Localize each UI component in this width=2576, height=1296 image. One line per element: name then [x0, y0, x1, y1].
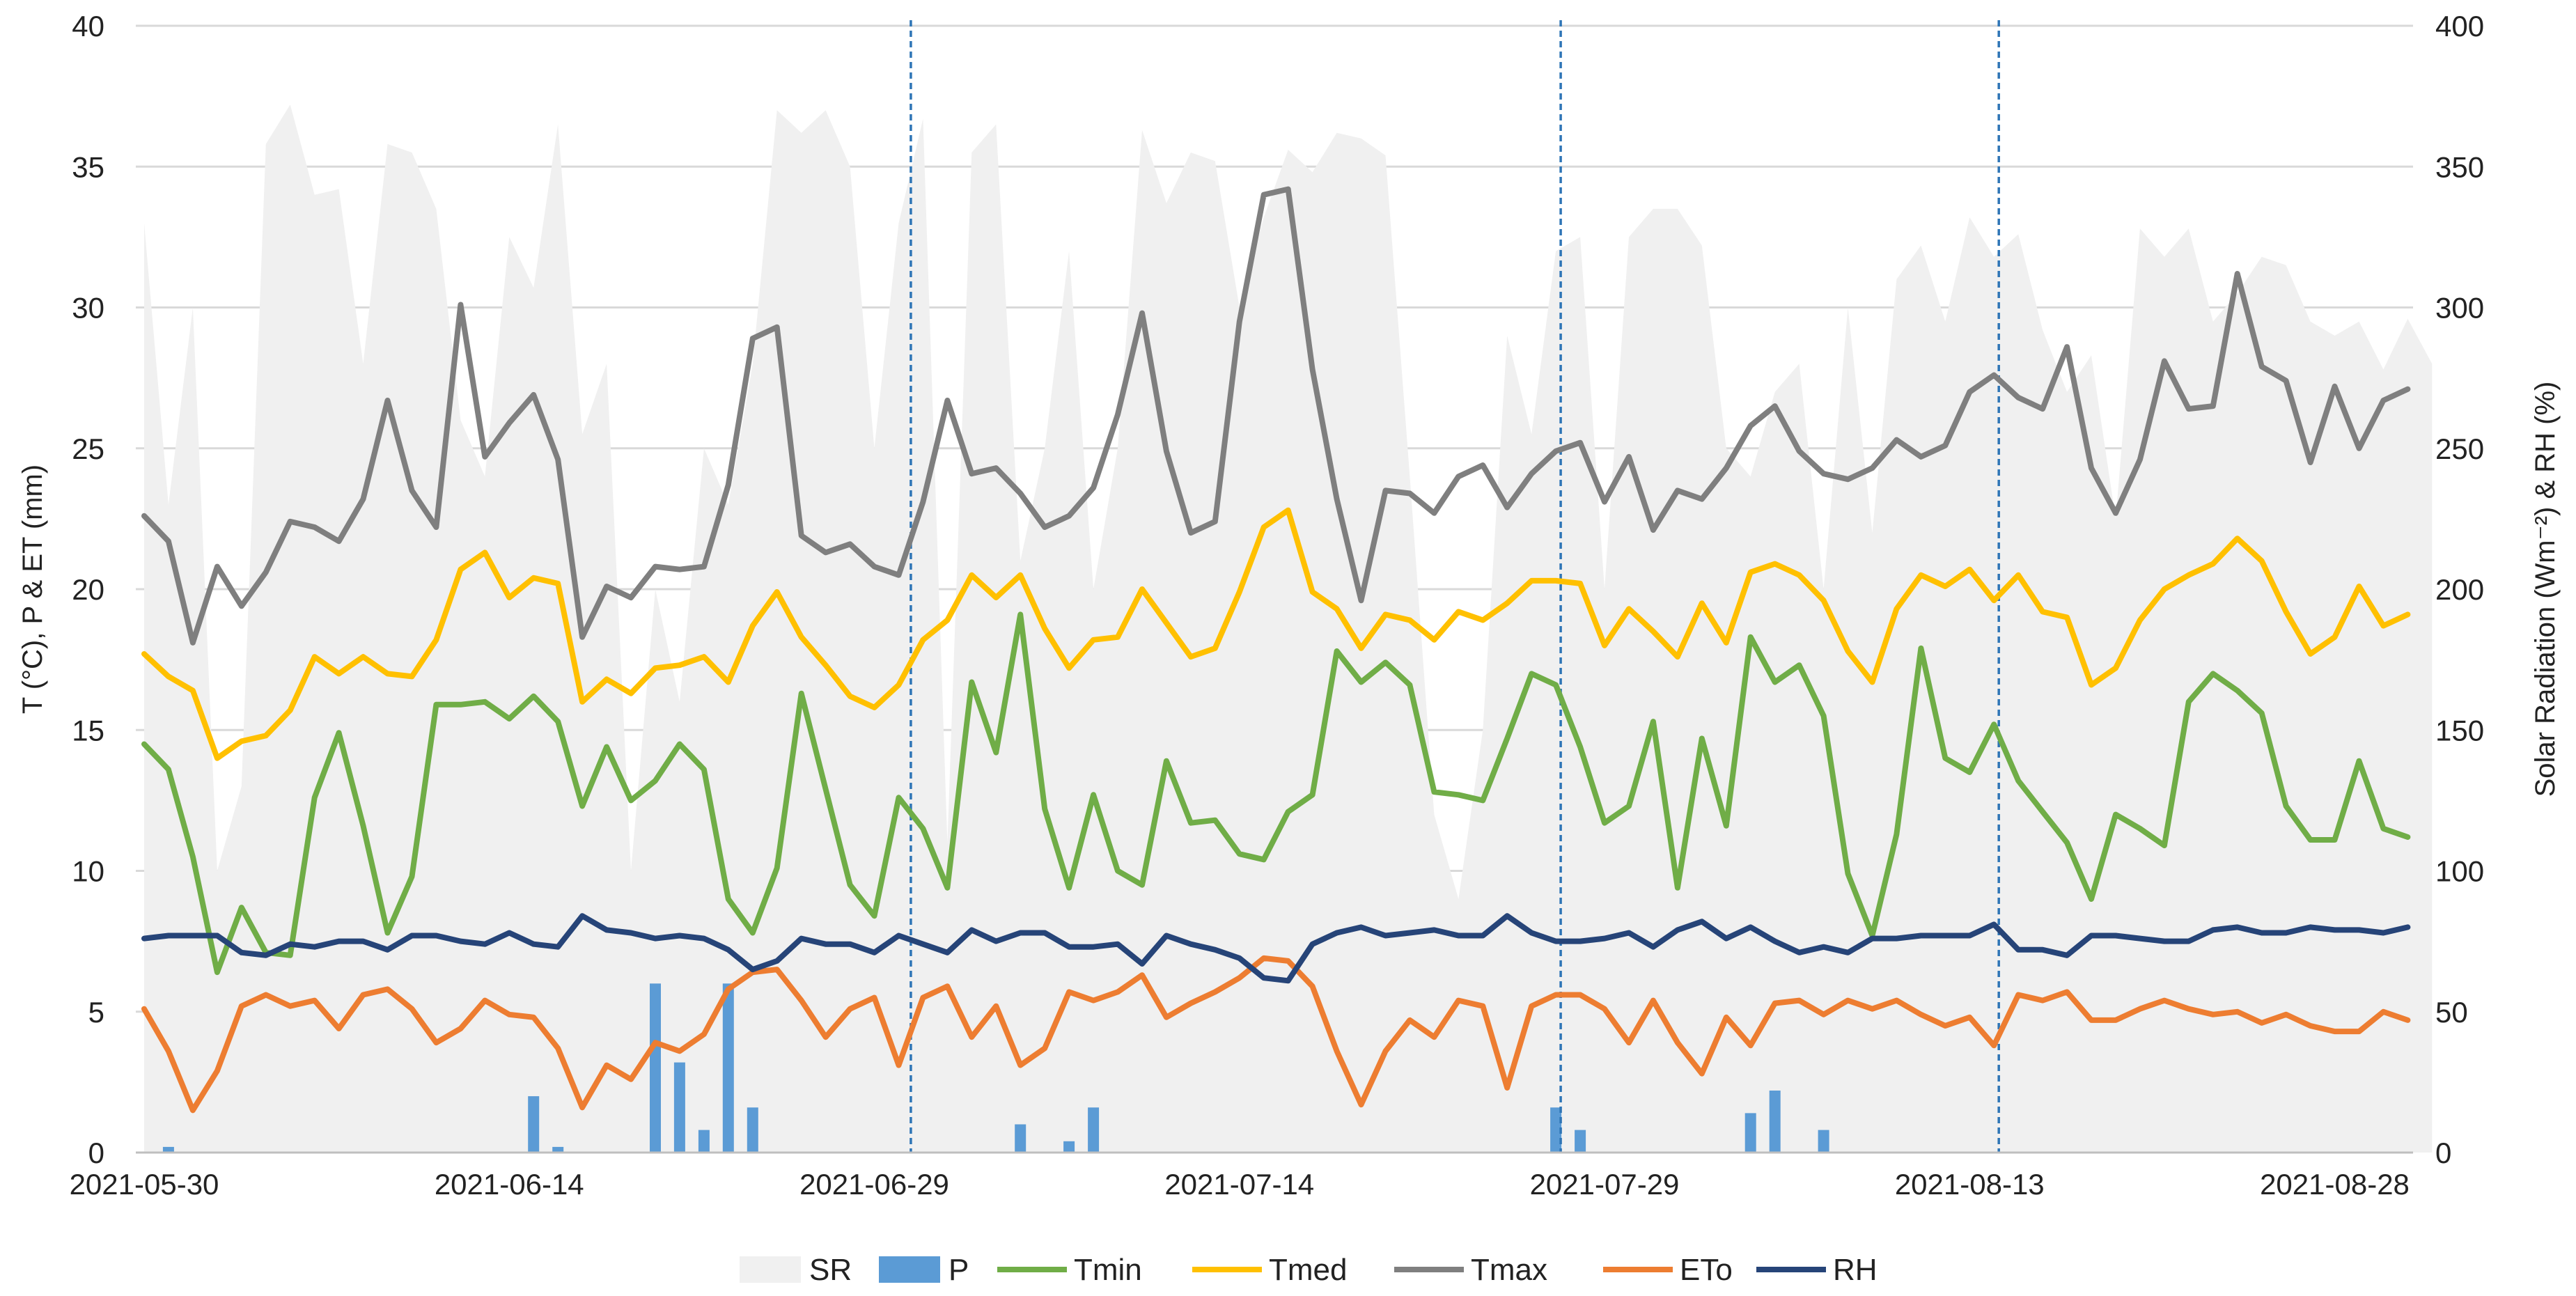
- legend-label-p: P: [949, 1253, 969, 1287]
- y-left-tick-5: 25: [72, 432, 104, 465]
- sr-area: [144, 104, 2433, 1153]
- p-bar-day-17: [552, 1146, 564, 1153]
- series-lines: [141, 186, 2411, 1114]
- p-bar-day-58: [1550, 1107, 1562, 1153]
- legend-item-eto: ETo: [1603, 1253, 1733, 1287]
- p-bar-day-69: [1818, 1130, 1829, 1153]
- vertical-markers: [910, 20, 2000, 1153]
- y-right-tick-4: 200: [2435, 573, 2484, 606]
- p-bar-day-1: [162, 1146, 174, 1153]
- legend-label-rh: RH: [1833, 1253, 1878, 1287]
- y-right-tick-8: 400: [2435, 10, 2484, 42]
- x-tick-1: 2021-06-14: [435, 1168, 584, 1201]
- p-bar-day-59: [1575, 1130, 1586, 1153]
- tmax-line: [141, 186, 2411, 646]
- legend-label-eto: ETo: [1680, 1253, 1733, 1287]
- y-right-tick-3: 150: [2435, 714, 2484, 747]
- legend-label-tmin: Tmin: [1074, 1253, 1142, 1287]
- p-bar-day-21: [650, 983, 661, 1153]
- x-tick-3: 2021-07-14: [1164, 1168, 1314, 1201]
- y-right-tick-1: 50: [2435, 996, 2468, 1029]
- p-bar-day-16: [528, 1096, 540, 1153]
- y-right-axis-title: Solar Radiation (Wm⁻²) & RH (%): [2530, 382, 2561, 797]
- y-right-tick-5: 250: [2435, 432, 2484, 465]
- y-left-tick-1: 5: [88, 996, 104, 1029]
- y-left-tick-7: 35: [72, 150, 104, 183]
- legend-item-p: P: [879, 1253, 969, 1287]
- p-bar-day-66: [1744, 1113, 1756, 1153]
- p-bar-day-67: [1769, 1091, 1781, 1153]
- legend: SR P Tmin Tmed Tmax ETo RH: [740, 1253, 1878, 1287]
- y-left-tick-0: 0: [88, 1137, 104, 1169]
- x-tick-6: 2021-08-28: [2260, 1168, 2410, 1201]
- y-right-tick-6: 300: [2435, 292, 2484, 325]
- p-bar-day-24: [722, 983, 734, 1153]
- x-tick-0: 2021-05-30: [70, 1168, 219, 1201]
- y-left-tick-2: 10: [72, 855, 104, 888]
- tmed-line: [141, 507, 2411, 761]
- legend-item-tmed: Tmed: [1192, 1253, 1347, 1287]
- y-left-tick-8: 40: [72, 10, 104, 42]
- y-right-tick-7: 350: [2435, 150, 2484, 183]
- p-bar-day-38: [1063, 1141, 1075, 1153]
- legend-label-tmed: Tmed: [1269, 1253, 1347, 1287]
- p-bar-day-36: [1015, 1124, 1027, 1153]
- y-right-tick-2: 100: [2435, 855, 2484, 888]
- rh-line: [141, 913, 2411, 984]
- y-left-tick-6: 30: [72, 292, 104, 325]
- y-left-tick-4: 20: [72, 573, 104, 606]
- legend-swatch-p: [879, 1256, 940, 1283]
- legend-swatch-sr: [740, 1256, 801, 1283]
- precipitation-bars: [162, 983, 1829, 1153]
- p-bar-day-25: [747, 1107, 758, 1153]
- x-tick-4: 2021-07-29: [1530, 1168, 1680, 1201]
- tmin-line: [141, 611, 2411, 976]
- p-bar-day-23: [698, 1130, 710, 1153]
- axes: 0510152025303540050100150200250300350400…: [17, 10, 2561, 1201]
- x-tick-5: 2021-08-13: [1895, 1168, 2045, 1201]
- legend-item-tmin: Tmin: [997, 1253, 1142, 1287]
- legend-item-rh: RH: [1756, 1253, 1878, 1287]
- p-bar-day-39: [1088, 1107, 1100, 1153]
- eto-line: [141, 955, 2411, 1114]
- y-right-tick-0: 0: [2435, 1137, 2451, 1169]
- p-bar-day-22: [673, 1062, 685, 1153]
- x-tick-2: 2021-06-29: [799, 1168, 949, 1201]
- legend-label-tmax: Tmax: [1471, 1253, 1547, 1287]
- y-left-axis-title: T (°C), P & ET (mm): [17, 464, 48, 714]
- sr-area-layer: [144, 104, 2433, 1153]
- legend-label-sr: SR: [809, 1253, 852, 1287]
- legend-item-tmax: Tmax: [1394, 1253, 1547, 1287]
- y-left-tick-3: 15: [72, 714, 104, 747]
- legend-item-sr: SR: [740, 1253, 852, 1287]
